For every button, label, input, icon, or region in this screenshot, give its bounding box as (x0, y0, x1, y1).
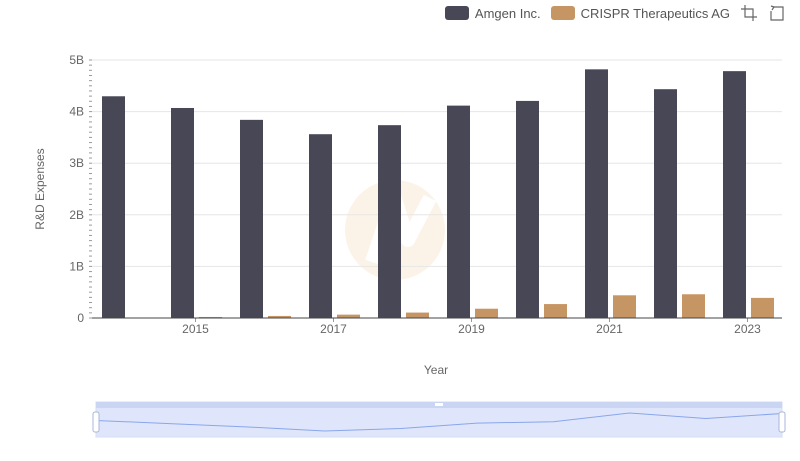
bar-amgen-2016 (240, 119, 263, 318)
x-axis-label: Year (424, 363, 448, 377)
legend-swatch-crispr (550, 6, 575, 20)
bar-crispr-2016 (268, 315, 291, 318)
y-tick-label: 3B (69, 156, 84, 170)
y-tick-labels: 0 1B 2B 3B 4B 5B (69, 53, 84, 325)
y-tick-label: 4B (69, 105, 84, 119)
x-tick-label: 2023 (734, 322, 761, 336)
slider-selected-range[interactable] (96, 408, 782, 437)
bars (102, 69, 774, 319)
slider-preview-line (95, 412, 783, 432)
bar-crispr-2020 (544, 304, 567, 318)
bar-crispr-2021 (613, 295, 636, 318)
bar-crispr-2023 (751, 297, 774, 318)
x-tick-label: 2015 (182, 322, 209, 336)
legend-item-amgen[interactable]: Amgen Inc. (444, 5, 541, 21)
zoom-select-icon[interactable] (740, 4, 758, 22)
zoom-reset-icon[interactable] (768, 4, 786, 22)
y-axis-label: R&D Expenses (33, 148, 47, 229)
bar-crispr-2018 (406, 312, 429, 318)
y-minor-ticks (89, 59, 92, 319)
range-slider[interactable] (92, 401, 786, 438)
x-tick-label: 2021 (596, 322, 623, 336)
x-tick-label: 2017 (320, 322, 347, 336)
slider-handle-left[interactable] (92, 411, 100, 433)
y-tick-label: 5B (69, 53, 84, 67)
legend-item-crispr[interactable]: CRISPR Therapeutics AG (550, 5, 730, 21)
legend-swatch-amgen (444, 6, 469, 20)
bar-amgen-2017 (309, 134, 332, 318)
bar-amgen-2023 (723, 71, 746, 318)
y-tick-label: 0 (77, 311, 84, 325)
bar-crispr-2019 (475, 308, 498, 318)
bar-crispr-2022 (682, 294, 705, 318)
bar-amgen-2014 (102, 96, 125, 318)
legend-label-crispr: CRISPR Therapeutics AG (580, 5, 730, 21)
slider-handle-right[interactable] (778, 411, 786, 433)
bar-amgen-2018 (378, 125, 401, 318)
bar-amgen-2022 (654, 89, 677, 318)
bar-crispr-2015 (199, 316, 222, 318)
legend-label-amgen: Amgen Inc. (474, 5, 541, 21)
x-tick-labels: 2015 2017 2019 2021 2023 (182, 318, 761, 336)
bar-amgen-2019 (447, 105, 470, 318)
bar-amgen-2020 (516, 100, 539, 319)
slider-grip[interactable] (435, 403, 443, 406)
y-tick-label: 2B (69, 208, 84, 222)
bar-amgen-2021 (585, 69, 608, 318)
legend: Amgen Inc. CRISPR Therapeutics AG (444, 4, 786, 22)
x-tick-label: 2019 (458, 322, 485, 336)
bar-crispr-2017 (337, 314, 360, 318)
y-tick-label: 1B (69, 259, 84, 273)
bar-amgen-2015 (171, 107, 194, 318)
